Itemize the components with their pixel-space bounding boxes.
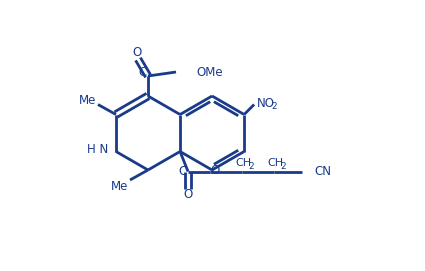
- Text: OMe: OMe: [196, 66, 223, 79]
- Text: O: O: [132, 47, 142, 60]
- Text: NO: NO: [257, 97, 275, 110]
- Text: O: O: [210, 164, 220, 177]
- Text: C: C: [178, 165, 186, 178]
- Text: C: C: [139, 66, 147, 79]
- Text: 2: 2: [248, 162, 254, 171]
- Text: 2: 2: [280, 162, 286, 171]
- Text: CH: CH: [235, 159, 251, 169]
- Text: H N: H N: [87, 143, 108, 156]
- Text: CH: CH: [267, 159, 283, 169]
- Text: Me: Me: [111, 179, 129, 192]
- Text: CN: CN: [314, 165, 331, 178]
- Text: O: O: [184, 188, 193, 201]
- Text: Me: Me: [79, 94, 96, 107]
- Text: 2: 2: [271, 102, 277, 111]
